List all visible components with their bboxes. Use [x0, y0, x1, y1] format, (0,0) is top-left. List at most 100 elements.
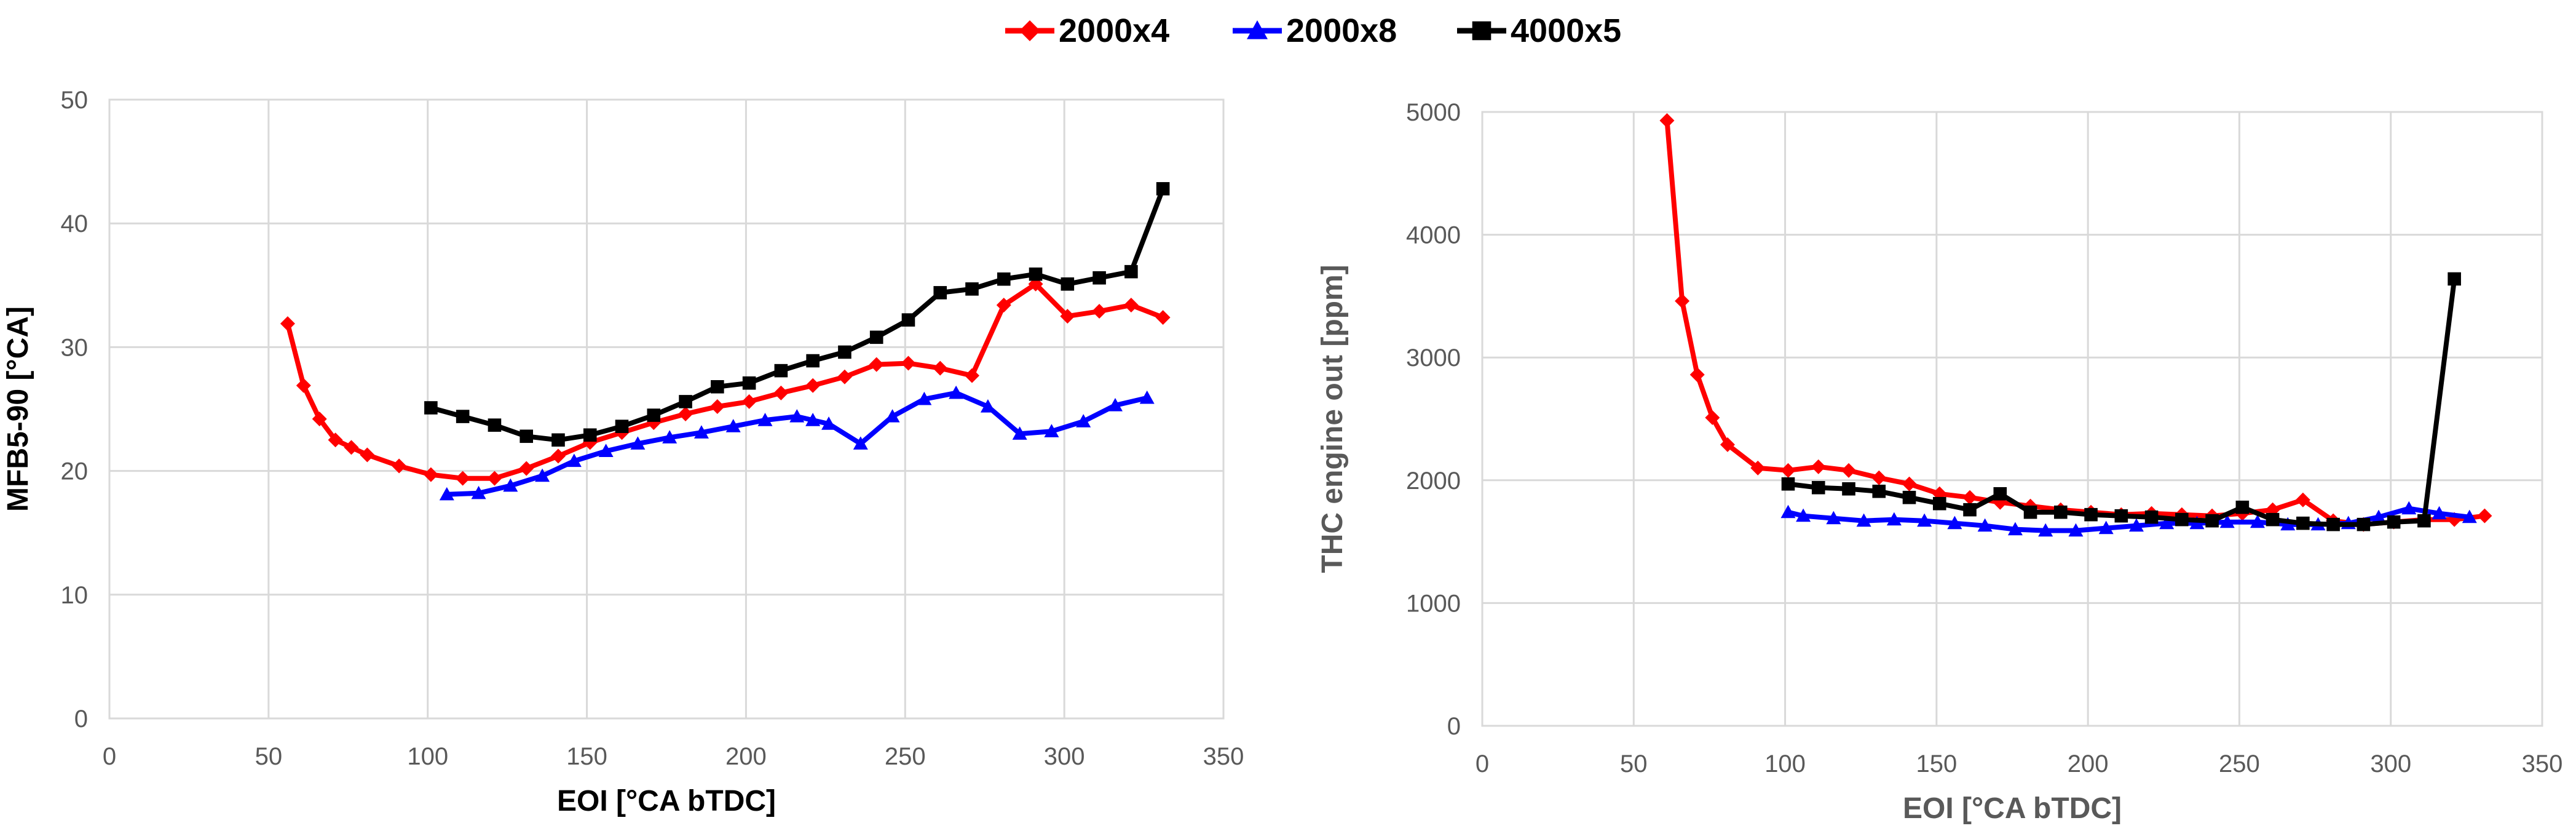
data-point-2000x8: [535, 468, 550, 482]
data-point-2000x8: [2250, 514, 2265, 528]
x-tick-label: 0: [103, 743, 116, 770]
data-point-2000x4: [328, 432, 343, 448]
data-point-4000x5: [1963, 503, 1977, 517]
data-point-2000x8: [2462, 509, 2477, 523]
data-point-4000x5: [2296, 516, 2310, 530]
series-4000x5: [1781, 272, 2461, 531]
data-point-4000x5: [424, 401, 438, 415]
data-point-2000x8: [2068, 523, 2084, 537]
data-point-2000x4: [312, 412, 327, 427]
y-tick-label: 20: [61, 458, 89, 485]
data-point-2000x4: [423, 467, 438, 482]
x-tick-label: 250: [2219, 750, 2260, 777]
data-point-2000x8: [1826, 511, 1841, 525]
x-tick-label: 300: [2370, 750, 2411, 777]
data-point-4000x5: [2326, 517, 2340, 531]
legend-label-2000x4: 2000x4: [1059, 12, 1169, 49]
chart-mfb5-90: 0 50 100 150 200 250 300 350 0 10 20 30 40 50 EOI [°CA…: [2, 87, 1244, 817]
data-point-2000x8: [2159, 515, 2175, 530]
data-point-4000x5: [2175, 512, 2189, 527]
data-point-2000x4: [965, 368, 980, 383]
data-point-2000x4: [1155, 310, 1171, 325]
data-point-4000x5: [2144, 510, 2159, 524]
data-point-4000x5: [1872, 484, 1886, 498]
data-point-2000x4: [1659, 113, 1675, 128]
data-point-2000x8: [630, 436, 646, 450]
data-point-2000x4: [519, 461, 534, 476]
series-line-2000x4: [285, 281, 1164, 481]
y-tick-label: 50: [61, 87, 89, 114]
data-point-2000x4: [901, 356, 916, 371]
data-point-4000x5: [615, 419, 629, 433]
data-point-2000x4: [678, 407, 693, 422]
x-tick-label: 200: [725, 743, 767, 770]
data-point-2000x8: [503, 478, 518, 492]
data-point-4000x5: [774, 364, 788, 378]
data-point-2000x4: [996, 297, 1011, 312]
data-point-2000x4: [1750, 460, 1766, 475]
data-point-2000x4: [1689, 367, 1705, 383]
data-point-2000x8: [1977, 518, 1993, 532]
data-point-2000x4: [487, 471, 502, 486]
data-point-2000x8: [1044, 424, 1059, 437]
data-point-2000x8: [1947, 515, 1962, 530]
y-tick-label: 4000: [1406, 222, 1461, 249]
data-point-4000x5: [551, 433, 565, 447]
data-point-2000x4: [1705, 410, 1720, 426]
series-4000x5: [424, 182, 1170, 447]
x-tick-label: 50: [1620, 750, 1648, 777]
data-point-2000x4: [1841, 463, 1857, 478]
data-point-4000x5: [2023, 505, 2037, 519]
data-point-2000x8: [1796, 508, 1811, 522]
legend-marker-4000x5: [1472, 21, 1491, 41]
data-point-4000x5: [1124, 264, 1138, 279]
data-point-4000x5: [1993, 487, 2007, 501]
y-tick-label: 1000: [1406, 590, 1461, 617]
data-point-4000x5: [2205, 514, 2219, 528]
data-point-4000x5: [1092, 271, 1106, 285]
x-tick-label: 350: [1203, 743, 1244, 770]
data-point-2000x4: [1780, 463, 1796, 478]
x-axis-title: EOI [°CA bTDC]: [1903, 792, 2122, 825]
y-tick-label: 10: [61, 582, 89, 609]
data-point-2000x4: [837, 369, 852, 384]
x-axis-title: EOI [°CA bTDC]: [557, 785, 776, 817]
y-tick-label: 40: [61, 210, 89, 237]
data-point-4000x5: [1842, 482, 1855, 496]
data-point-4000x5: [997, 272, 1011, 286]
data-point-4000x5: [838, 345, 851, 359]
series-2000x8: [1780, 501, 2477, 537]
data-point-2000x4: [933, 360, 948, 376]
data-point-2000x4: [805, 378, 821, 393]
data-point-2000x8: [805, 413, 821, 426]
series-line-4000x5: [1788, 279, 2457, 527]
data-point-2000x8: [980, 399, 995, 413]
data-point-2000x8: [693, 425, 709, 439]
data-point-2000x4: [280, 316, 295, 332]
y-tick-label: 30: [61, 334, 89, 361]
data-point-2000x8: [1076, 414, 1091, 427]
data-point-2000x8: [2098, 520, 2114, 535]
plot-area: [1481, 111, 2543, 727]
data-point-2000x4: [709, 399, 725, 414]
data-point-2000x4: [296, 378, 311, 393]
data-point-2000x8: [789, 409, 805, 423]
data-point-2000x8: [662, 430, 678, 443]
data-point-2000x4: [773, 385, 789, 400]
x-tick-label: 50: [255, 743, 283, 770]
data-point-2000x4: [1871, 470, 1887, 485]
data-point-2000x8: [2219, 514, 2235, 528]
data-point-2000x8: [2371, 509, 2387, 523]
data-point-2000x8: [853, 436, 868, 450]
data-point-2000x8: [598, 443, 614, 458]
data-point-4000x5: [742, 376, 756, 390]
y-tick-label: 0: [1447, 713, 1461, 740]
data-point-2000x4: [1811, 459, 1826, 474]
data-point-2000x4: [741, 394, 757, 409]
data-point-2000x8: [471, 485, 486, 499]
data-point-2000x4: [344, 440, 359, 455]
plot-area: [108, 98, 1225, 720]
data-point-4000x5: [1932, 496, 1946, 511]
legend-entry-2000x8: 2000x8: [1233, 12, 1397, 49]
legend-marker-2000x8: [1247, 20, 1268, 39]
